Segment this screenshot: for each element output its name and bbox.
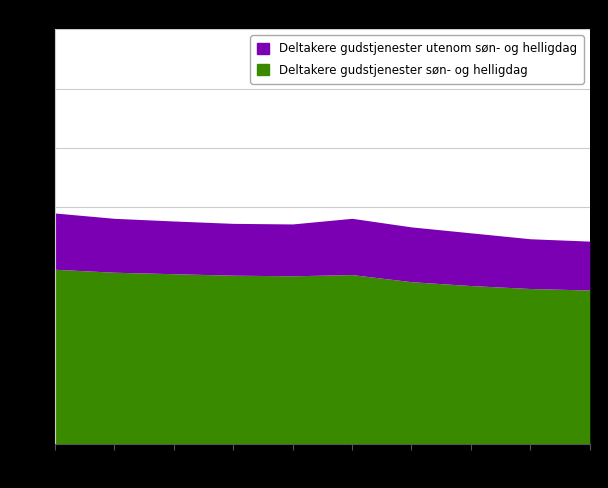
Legend: Deltakere gudstjenester utenom søn- og helligdag, Deltakere gudstjenester søn- o: Deltakere gudstjenester utenom søn- og h… — [250, 35, 584, 83]
